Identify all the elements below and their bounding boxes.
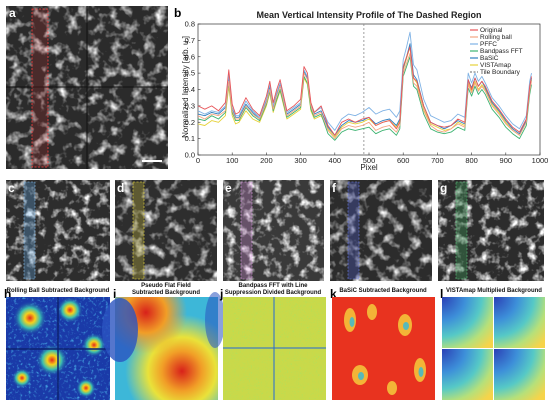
panel-label-i: i bbox=[113, 287, 116, 301]
x-tick-label: 800 bbox=[465, 156, 478, 165]
panel-g-image bbox=[438, 180, 544, 281]
dashed-region bbox=[31, 8, 49, 168]
legend-entry: PFFC bbox=[480, 41, 497, 48]
legend-entry: BaSiC bbox=[480, 55, 499, 62]
legend-entry: Original bbox=[480, 27, 503, 34]
panel-label-c: c bbox=[8, 181, 15, 195]
legend-entry: VISTAmap bbox=[480, 62, 511, 69]
panel-label-d: d bbox=[117, 181, 124, 195]
x-tick-label: 100 bbox=[226, 156, 239, 165]
panel-k-background bbox=[332, 297, 435, 400]
panel-e-image bbox=[223, 180, 324, 281]
x-axis-label: Pixel bbox=[360, 163, 378, 172]
panel-label-g: g bbox=[440, 181, 447, 195]
x-tick-label: 300 bbox=[294, 156, 307, 165]
background-title-i-line2: Subtracted Background bbox=[132, 290, 200, 296]
y-tick-label: 0.4 bbox=[185, 85, 195, 94]
x-tick-label: 500 bbox=[363, 156, 376, 165]
x-tick-label: 1000 bbox=[532, 156, 549, 165]
series-line-original bbox=[197, 46, 532, 136]
series-line-vistamap bbox=[197, 46, 532, 138]
y-tick-label: 0.8 bbox=[185, 20, 195, 29]
series-line-bandpass-fft bbox=[197, 56, 532, 141]
panel-l-background bbox=[442, 297, 545, 400]
panel-label-b: b bbox=[174, 6, 181, 20]
panel-label-k: k bbox=[330, 287, 337, 301]
background-title-l: VISTAmap Multiplied Background bbox=[446, 288, 542, 294]
background-title-h: Rolling Ball Subtracted Background bbox=[7, 288, 110, 294]
panel-c-image bbox=[6, 180, 110, 281]
y-axis-label: Normalized Intensity [arb. u.] bbox=[181, 36, 190, 138]
panel-label-f: f bbox=[332, 181, 337, 195]
x-tick-label: 600 bbox=[397, 156, 410, 165]
panel-j-background bbox=[223, 297, 326, 400]
background-title-i-line1: Pseudo Flat Field bbox=[141, 283, 191, 289]
x-tick-label: 900 bbox=[500, 156, 513, 165]
panel-label-h: h bbox=[4, 287, 11, 301]
y-tick-label: 0.1 bbox=[185, 134, 195, 143]
chart-title: Mean Vertical Intensity Profile of The D… bbox=[256, 10, 481, 20]
panel-f-image bbox=[330, 180, 432, 281]
y-tick-label: 0.2 bbox=[185, 118, 195, 127]
legend-entry: Rolling ball bbox=[480, 34, 512, 41]
series-line-rolling-ball bbox=[197, 53, 532, 140]
panel-label-a: a bbox=[9, 6, 16, 20]
background-title-j-line2: Suppression Divided Background bbox=[225, 290, 322, 296]
x-tick-label: 0 bbox=[196, 156, 200, 165]
y-tick-label: 0.0 bbox=[185, 151, 195, 160]
background-title-k: BaSiC Subtracted Background bbox=[339, 288, 427, 294]
panel-i-background bbox=[102, 292, 225, 400]
panel-d-image bbox=[115, 180, 217, 281]
legend-entry: Bandpass FFT bbox=[480, 48, 523, 55]
background-title-j-line1: Bandpass FFT with Line bbox=[238, 283, 308, 289]
x-tick-label: 700 bbox=[431, 156, 444, 165]
y-tick-label: 0.5 bbox=[185, 69, 195, 78]
y-tick-label: 0.3 bbox=[185, 101, 195, 110]
panel-label-j: j bbox=[219, 287, 223, 301]
panel-h-background bbox=[6, 297, 110, 400]
series-line-pffc bbox=[197, 31, 532, 131]
y-tick-label: 0.7 bbox=[185, 36, 195, 45]
x-tick-label: 200 bbox=[260, 156, 273, 165]
panel-label-l: l bbox=[440, 287, 443, 301]
y-tick-label: 0.6 bbox=[185, 52, 195, 61]
x-tick-label: 400 bbox=[329, 156, 342, 165]
panel-label-e: e bbox=[225, 181, 232, 195]
legend-entry: Tile Boundary bbox=[480, 69, 521, 76]
intensity-profile-chart: 0 100 200 300 400 500 600 700 800 900 1000 0.0 0.1 0.… bbox=[185, 20, 549, 166]
panel-a-image bbox=[6, 6, 168, 169]
